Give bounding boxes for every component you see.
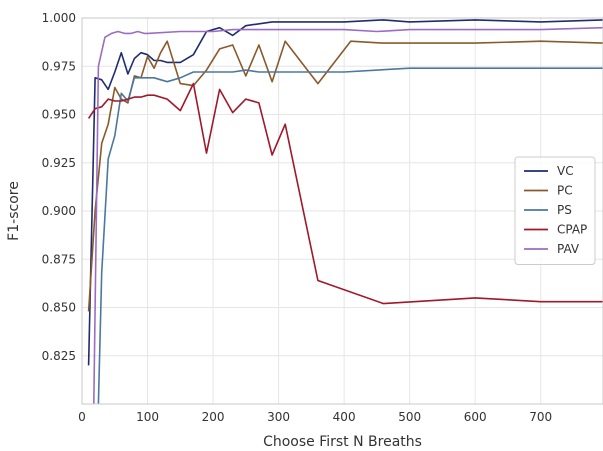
y-tick-label: 0.975 [42,59,76,73]
y-tick-label: 0.900 [42,204,76,218]
y-tick-label: 0.950 [42,108,76,122]
x-tick-label: 400 [333,410,356,424]
x-tick-label: 200 [202,410,225,424]
y-tick-label: 0.850 [42,301,76,315]
y-axis-label: F1-score [6,181,22,241]
x-tick-label: 500 [398,410,421,424]
x-tick-label: 0 [78,410,86,424]
y-tick-label: 0.925 [42,156,76,170]
legend-box [514,156,596,265]
legend-label-cpap: CPAP [557,223,587,237]
legend: VC PC PS CPAP PAV [514,156,596,265]
x-tick-label: 100 [136,410,159,424]
series-line-pc [87,40,603,312]
series-line-pav [93,26,603,404]
tick-labels: 0 100 200 300 400 500 600 700 0.825 0.850 0.875 0.9… [42,11,553,424]
plot-frame [81,17,603,405]
legend-label-pav: PAV [557,242,580,256]
series-layer [87,19,603,404]
legend-label-ps: PS [557,203,572,217]
x-tick-label: 600 [464,410,487,424]
series-line-cpap [87,82,603,305]
y-tick-label: 0.875 [42,252,76,266]
legend-label-pc: PC [557,184,573,198]
x-axis-label: Choose First N Breaths [263,434,422,450]
y-tick-label: 1.000 [42,11,76,25]
x-tick-label: 300 [267,410,290,424]
legend-label-vc: VC [557,164,574,178]
x-tick-label: 700 [529,410,552,424]
series-line-ps [97,67,603,404]
y-tick-label: 0.825 [42,349,76,363]
